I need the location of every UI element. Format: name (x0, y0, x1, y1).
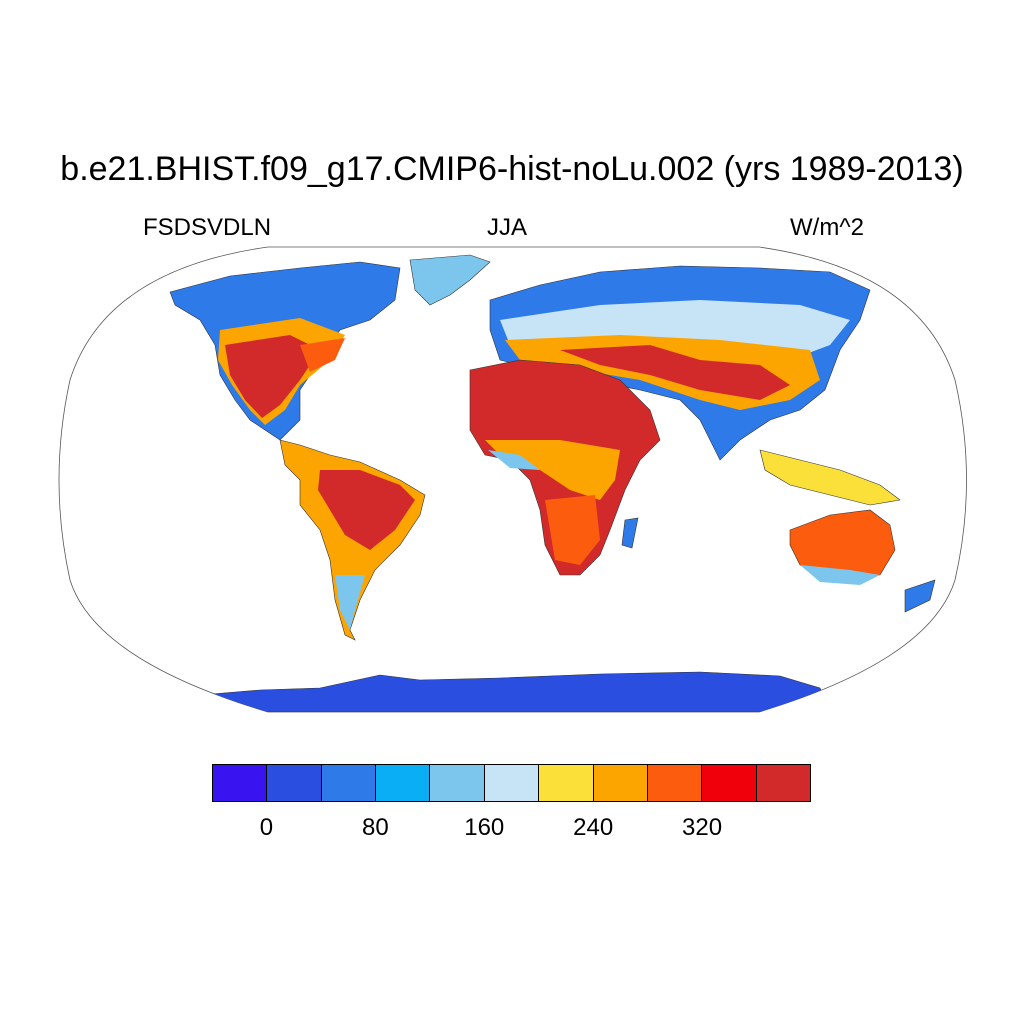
colorbar-box (756, 765, 810, 801)
colorbar-tick-label: 160 (464, 814, 505, 841)
colorbar-tick-label: 320 (682, 814, 723, 841)
colorbar-tick-label: 0 (259, 814, 274, 841)
colorbar-box (321, 765, 377, 801)
colorbar-tick-label: 240 (573, 814, 614, 841)
colorbar-box (430, 765, 485, 801)
madagascar (621, 517, 639, 549)
colorbar-box (539, 765, 594, 801)
plot-title: b.e21.BHIST.f09_g17.CMIP6-hist-noLu.002 … (60, 150, 964, 188)
new-zealand (904, 579, 936, 613)
colorbar-box (484, 765, 540, 801)
colorbar-tick-label: 80 (362, 814, 389, 841)
colorbar-box (213, 765, 268, 801)
colorbar-box (647, 765, 703, 801)
season-label: JJA (487, 214, 528, 241)
greenland (409, 254, 491, 306)
southeast-asia (759, 449, 901, 506)
variable-label: FSDSVDLN (143, 214, 272, 241)
colorbar-box (376, 765, 431, 801)
antarctica (199, 671, 831, 712)
colorbar (212, 764, 811, 802)
colorbar-box (267, 765, 322, 801)
units-label: W/m^2 (790, 214, 864, 241)
colorbar-box (702, 765, 757, 801)
colorbar-box (593, 765, 648, 801)
